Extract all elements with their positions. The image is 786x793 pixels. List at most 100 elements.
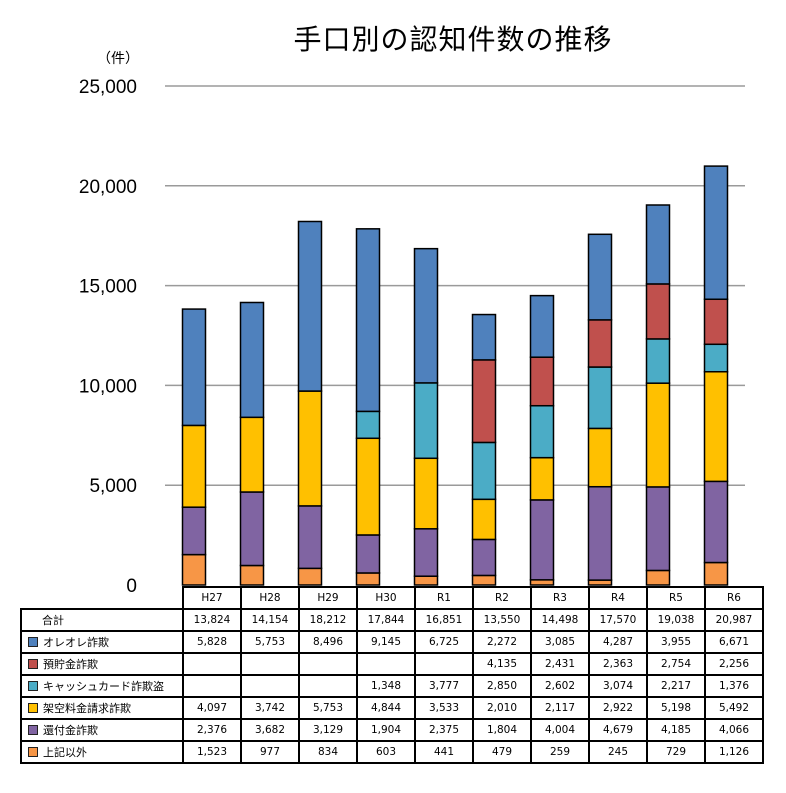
data-value: 1,126 xyxy=(704,740,764,764)
bar-segment xyxy=(703,343,729,373)
y-axis-ticks: 0 5,000 10,000 15,000 20,000 25,000 xyxy=(79,77,137,597)
data-value: 8,496 xyxy=(298,630,358,654)
legend-swatch-icon xyxy=(28,681,38,691)
bar-segment xyxy=(413,575,439,586)
data-value: 1,523 xyxy=(182,740,242,764)
table-header-row: H27 H28 H29 H30 R1 R2 R3 R4 R5 R6 xyxy=(21,586,764,610)
bar-stack-R2 xyxy=(471,313,497,586)
data-value: 977 xyxy=(240,740,300,764)
y-tick-label: 0 xyxy=(126,576,137,597)
data-value: 4,004 xyxy=(530,718,590,742)
data-value: 3,129 xyxy=(298,718,358,742)
series-name: オレオレ詐欺 xyxy=(43,636,109,649)
category-label: R2 xyxy=(472,586,532,610)
bar-segment xyxy=(703,370,729,483)
total-value: 19,038 xyxy=(646,608,706,632)
data-value: 6,671 xyxy=(704,630,764,654)
total-value: 14,154 xyxy=(240,608,300,632)
legend-entry: 上記以外 xyxy=(20,740,184,764)
bar-segment xyxy=(529,356,555,407)
data-value: 2,272 xyxy=(472,630,532,654)
y-tick-label: 5,000 xyxy=(89,476,137,497)
data-value: 2,217 xyxy=(646,674,706,698)
bar-stack-H29 xyxy=(297,220,323,586)
data-value: 3,955 xyxy=(646,630,706,654)
bar-segment xyxy=(645,486,671,572)
series-name: 還付金詐欺 xyxy=(43,724,98,737)
data-value: 2,117 xyxy=(530,696,590,720)
series-name: キャッシュカード詐欺盗 xyxy=(43,680,164,693)
bar-segment xyxy=(297,567,323,586)
data-value: 729 xyxy=(646,740,706,764)
data-value: 5,753 xyxy=(240,630,300,654)
bar-stack-H27 xyxy=(181,308,207,586)
bar-stack-R6 xyxy=(703,165,729,586)
data-value: 5,492 xyxy=(704,696,764,720)
total-value: 13,550 xyxy=(472,608,532,632)
bar-segment xyxy=(703,480,729,564)
data-value: 1,348 xyxy=(356,674,416,698)
bar-segment xyxy=(703,165,729,301)
data-value: 4,066 xyxy=(704,718,764,742)
table-row: 預貯金詐欺 4,135 2,431 2,363 2,754 2,256 xyxy=(20,652,764,676)
y-tick-label: 20,000 xyxy=(79,177,137,198)
legend-swatch-icon xyxy=(28,725,38,735)
bar-stack-R3 xyxy=(529,294,555,586)
bar-segment xyxy=(703,298,729,346)
bar-segment xyxy=(239,564,265,586)
total-value: 13,824 xyxy=(182,608,242,632)
bar-segment xyxy=(645,338,671,384)
bar-segment xyxy=(297,220,323,392)
data-value xyxy=(182,674,242,698)
bar-segment xyxy=(413,457,439,530)
data-value: 3,085 xyxy=(530,630,590,654)
y-axis-unit-label: （件） xyxy=(97,51,139,67)
category-label: R4 xyxy=(588,586,648,610)
y-tick-label: 10,000 xyxy=(79,376,137,397)
bar-segment xyxy=(645,382,671,488)
data-value xyxy=(182,652,242,676)
data-value: 2,602 xyxy=(530,674,590,698)
data-value xyxy=(240,674,300,698)
data-value xyxy=(356,652,416,676)
table-row-total: 合計 13,824 14,154 18,212 17,844 16,851 13,550 14… xyxy=(20,608,764,632)
bar-segment xyxy=(297,390,323,507)
data-value: 3,074 xyxy=(588,674,648,698)
series-name: 上記以外 xyxy=(43,746,87,759)
bar-segment xyxy=(413,528,439,577)
data-value xyxy=(298,674,358,698)
data-value: 2,850 xyxy=(472,674,532,698)
legend-entry: 預貯金詐欺 xyxy=(20,652,184,676)
category-label: R5 xyxy=(646,586,706,610)
bars xyxy=(181,165,729,586)
total-value: 16,851 xyxy=(414,608,474,632)
bar-segment xyxy=(471,538,497,577)
bar-segment xyxy=(587,485,613,581)
bar-segment xyxy=(181,506,207,556)
bar-stack-R5 xyxy=(645,204,671,586)
bar-segment xyxy=(529,456,555,501)
bar-segment xyxy=(181,553,207,586)
table-row: 架空料金請求詐欺 4,097 3,742 5,753 4,844 3,533 2,010 2,… xyxy=(20,696,764,720)
data-value: 2,363 xyxy=(588,652,648,676)
data-value: 4,287 xyxy=(588,630,648,654)
legend-entry: オレオレ詐欺 xyxy=(20,630,184,654)
legend-swatch-icon xyxy=(28,747,38,757)
stacked-bar-chart: 0 5,000 10,000 15,000 20,000 25,000 xyxy=(79,77,745,597)
data-value: 2,376 xyxy=(182,718,242,742)
category-label: H28 xyxy=(240,586,300,610)
bar-stack-R4 xyxy=(587,233,613,586)
bar-segment xyxy=(239,416,265,493)
data-value: 3,777 xyxy=(414,674,474,698)
series-name: 預貯金詐欺 xyxy=(43,658,98,671)
data-value: 2,375 xyxy=(414,718,474,742)
series-name: 架空料金請求詐欺 xyxy=(43,702,131,715)
category-label: R6 xyxy=(704,586,764,610)
category-label: H29 xyxy=(298,586,358,610)
bar-segment xyxy=(645,283,671,340)
data-table: H27 H28 H29 H30 R1 R2 R3 R4 R5 R6 合計 13,824 14,154 18… xyxy=(20,586,764,764)
y-tick-label: 25,000 xyxy=(79,77,137,98)
bar-segment xyxy=(297,505,323,570)
table-row: オレオレ詐欺 5,828 5,753 8,496 9,145 6,725 2,272 3,08… xyxy=(20,630,764,654)
table-corner xyxy=(21,587,184,610)
